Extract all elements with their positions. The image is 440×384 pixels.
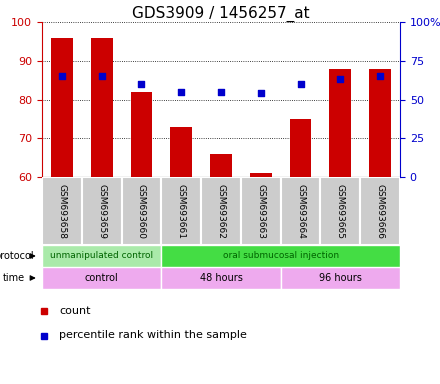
- Text: oral submucosal injection: oral submucosal injection: [223, 252, 339, 260]
- Text: GSM693664: GSM693664: [296, 184, 305, 238]
- Bar: [281, 267, 400, 289]
- Bar: [51, 38, 73, 177]
- Text: GSM693663: GSM693663: [256, 184, 265, 238]
- Text: GSM693666: GSM693666: [376, 184, 385, 238]
- Text: control: control: [85, 273, 118, 283]
- Bar: [201, 177, 241, 245]
- Bar: [170, 127, 192, 177]
- Title: GDS3909 / 1456257_at: GDS3909 / 1456257_at: [132, 6, 310, 22]
- Point: [297, 81, 304, 87]
- Bar: [360, 177, 400, 245]
- Bar: [131, 92, 152, 177]
- Text: GSM693662: GSM693662: [216, 184, 225, 238]
- Text: time: time: [2, 273, 25, 283]
- Bar: [320, 177, 360, 245]
- Bar: [250, 173, 272, 177]
- Bar: [161, 267, 281, 289]
- Text: percentile rank within the sample: percentile rank within the sample: [59, 331, 247, 341]
- Point: [257, 90, 264, 96]
- Point: [138, 81, 145, 87]
- Bar: [290, 119, 312, 177]
- Text: unmanipulated control: unmanipulated control: [50, 252, 153, 260]
- Point: [377, 73, 384, 79]
- Text: protocol: protocol: [0, 251, 33, 261]
- Bar: [91, 38, 113, 177]
- Bar: [121, 177, 161, 245]
- Bar: [161, 177, 201, 245]
- Text: GSM693659: GSM693659: [97, 184, 106, 238]
- Text: 48 hours: 48 hours: [200, 273, 242, 283]
- Bar: [210, 154, 232, 177]
- Text: GSM693660: GSM693660: [137, 184, 146, 238]
- Text: count: count: [59, 306, 90, 316]
- Bar: [42, 177, 82, 245]
- Text: GSM693665: GSM693665: [336, 184, 345, 238]
- Bar: [161, 245, 400, 267]
- Text: 96 hours: 96 hours: [319, 273, 362, 283]
- Bar: [42, 267, 161, 289]
- Point: [98, 73, 105, 79]
- Text: GSM693658: GSM693658: [57, 184, 66, 238]
- Point: [217, 89, 224, 95]
- Bar: [281, 177, 320, 245]
- Bar: [330, 68, 351, 177]
- Bar: [241, 177, 281, 245]
- Point: [178, 89, 185, 95]
- Bar: [42, 245, 161, 267]
- Point: [59, 73, 66, 79]
- Text: GSM693661: GSM693661: [177, 184, 186, 238]
- Bar: [82, 177, 121, 245]
- Bar: [369, 68, 391, 177]
- Point: [337, 76, 344, 83]
